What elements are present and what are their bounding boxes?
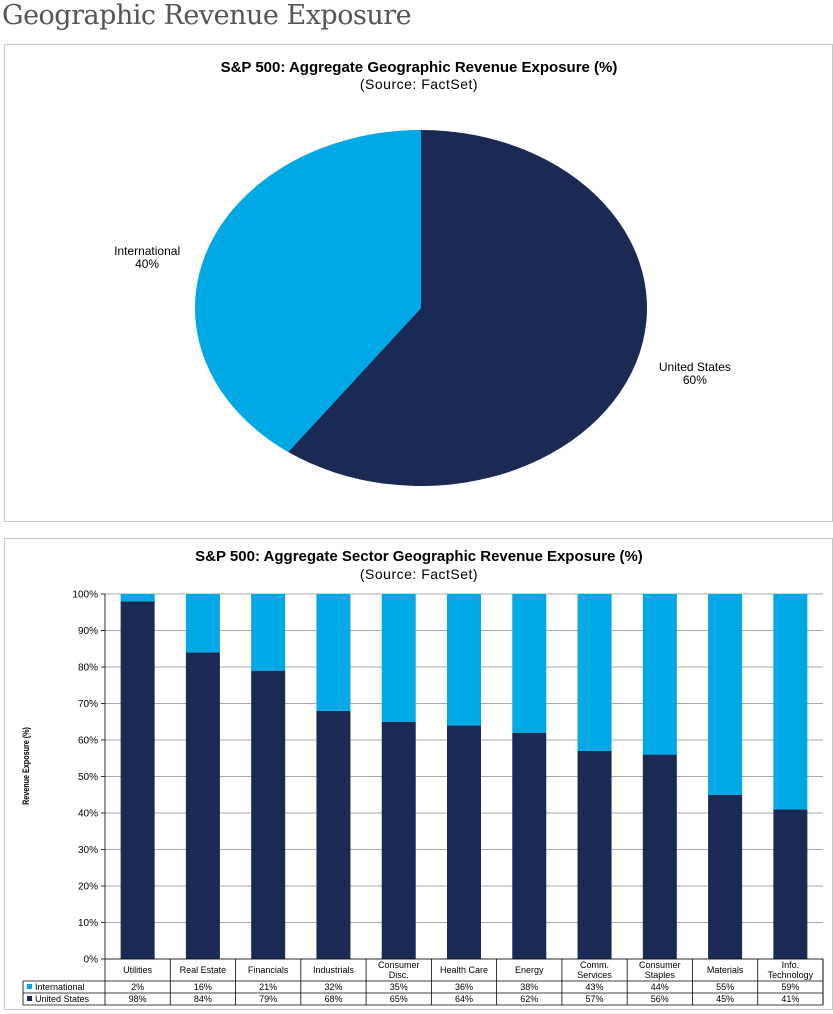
page-heading: Geographic Revenue Exposure — [2, 0, 412, 31]
data-label-united-states: 98% — [129, 994, 147, 1004]
y-tick-label: 70% — [78, 699, 98, 710]
bar-chart-panel: S&P 500: Aggregate Sector Geographic Rev… — [4, 538, 833, 1010]
data-label-united-states: 56% — [651, 994, 669, 1004]
data-label-international: 44% — [651, 982, 669, 992]
data-label-united-states: 45% — [716, 994, 734, 1004]
category-label: Industrials — [313, 965, 355, 975]
category-label: Materials — [707, 965, 744, 975]
data-label-united-states: 84% — [194, 994, 212, 1004]
pie-label-international: International — [114, 244, 180, 258]
data-label-international: 55% — [716, 982, 734, 992]
bar-international-consumer-disc — [381, 594, 416, 722]
bar-chart-subtitle: (Source: FactSet) — [360, 566, 478, 582]
pie-label-united-states: United States — [659, 360, 731, 374]
y-tick-label: 20% — [78, 882, 98, 893]
y-tick-label: 30% — [78, 845, 98, 856]
bar-united-states-info-technology — [773, 809, 808, 959]
y-tick-label: 0% — [84, 955, 99, 966]
bar-international-industrials — [316, 594, 351, 711]
bar-chart: S&P 500: Aggregate Sector Geographic Rev… — [21, 548, 824, 1006]
category-label: Consumer Disc. — [378, 960, 420, 980]
data-label-international: 2% — [131, 982, 144, 992]
y-tick-label: 60% — [78, 736, 98, 747]
data-label-international: 21% — [259, 982, 277, 992]
pie-chart: S&P 500: Aggregate Geographic Revenue Ex… — [114, 59, 731, 486]
bar-international-utilities — [120, 594, 155, 602]
pie-chart-title: S&P 500: Aggregate Geographic Revenue Ex… — [221, 59, 618, 76]
data-label-united-states: 57% — [586, 994, 604, 1004]
bar-united-states-consumer-disc — [381, 721, 416, 959]
data-label-international: 59% — [781, 982, 799, 992]
y-tick-label: 40% — [78, 809, 98, 820]
pie-chart-subtitle: (Source: FactSet) — [360, 76, 478, 92]
legend-swatch-united-states — [27, 996, 32, 1001]
bar-united-states-energy — [512, 732, 547, 959]
data-label-international: 43% — [586, 982, 604, 992]
y-tick-label: 50% — [78, 772, 98, 783]
bar-international-info-technology — [773, 594, 808, 810]
category-label: Financials — [248, 965, 289, 975]
data-label-international: 35% — [390, 982, 408, 992]
category-label: Energy — [515, 965, 544, 975]
y-axis-label: Revenue Exposure (%) — [21, 727, 31, 805]
bar-international-real-estate — [185, 594, 220, 653]
bar-international-health-care — [447, 594, 481, 726]
category-label: Health Care — [440, 965, 488, 975]
data-label-united-states: 79% — [259, 994, 277, 1004]
category-label: Real Estate — [180, 965, 227, 975]
legend-label-international: International — [35, 982, 85, 992]
y-tick-label: 90% — [78, 626, 98, 637]
y-tick-label: 80% — [78, 663, 98, 674]
bar-international-energy — [512, 594, 547, 733]
data-label-united-states: 68% — [324, 994, 342, 1004]
data-label-united-states: 41% — [781, 994, 799, 1004]
legend-label-united-states: United States — [35, 994, 90, 1004]
pie-slice-international — [194, 130, 421, 453]
data-label-international: 38% — [520, 982, 538, 992]
category-label: Consumer Staples — [639, 960, 681, 980]
bar-united-states-utilities — [120, 601, 155, 959]
pie-slice-united-states — [288, 130, 647, 486]
bar-united-states-health-care — [447, 725, 481, 959]
bar-united-states-consumer-staples — [642, 754, 677, 959]
data-label-international: 16% — [194, 982, 212, 992]
bar-united-states-materials — [708, 794, 743, 959]
bar-united-states-comm-services — [577, 750, 612, 959]
data-label-international: 32% — [324, 982, 342, 992]
data-label-united-states: 65% — [390, 994, 408, 1004]
bar-united-states-real-estate — [185, 652, 220, 959]
category-label: Info. Technology — [768, 960, 814, 980]
pie-value-international: 40% — [135, 257, 159, 271]
data-label-united-states: 62% — [520, 994, 538, 1004]
bar-international-consumer-staples — [642, 594, 677, 755]
legend-swatch-international — [27, 984, 32, 989]
bar-international-comm-services — [577, 594, 612, 751]
bar-international-materials — [708, 594, 743, 795]
y-tick-label: 100% — [72, 590, 98, 601]
pie-value-united-states: 60% — [683, 373, 707, 387]
bar-chart-title: S&P 500: Aggregate Sector Geographic Rev… — [195, 548, 643, 565]
category-label: Comm. Services — [577, 960, 612, 980]
category-label: Utilities — [123, 965, 153, 975]
pie-chart-panel: S&P 500: Aggregate Geographic Revenue Ex… — [4, 44, 833, 522]
y-tick-label: 10% — [78, 918, 98, 929]
bar-united-states-financials — [251, 670, 286, 959]
data-label-united-states: 64% — [455, 994, 473, 1004]
bar-international-financials — [251, 594, 286, 671]
data-label-international: 36% — [455, 982, 473, 992]
bar-united-states-industrials — [316, 710, 351, 959]
